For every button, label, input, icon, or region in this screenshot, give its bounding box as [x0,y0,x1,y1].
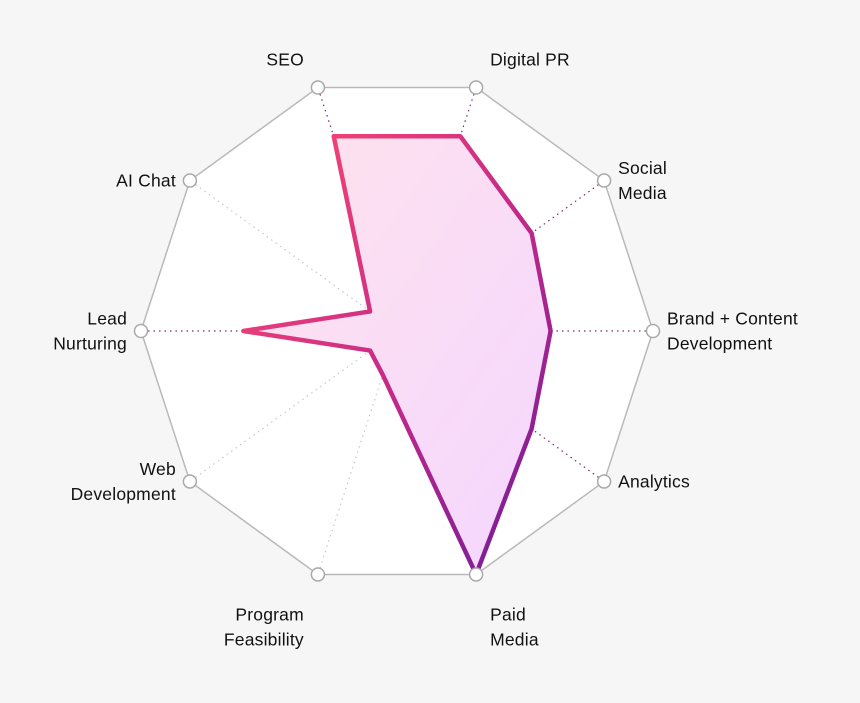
axis-labels: Brand + Content Development Analytics Paid M… [53,50,798,650]
vertex-dot-analytics [596,474,612,489]
axis-label-analytics: Analytics [618,471,690,491]
vertex-dots [133,80,661,582]
axis-label-line: Nurturing [53,334,127,354]
vertex-dot-ai-chat [182,173,198,188]
axis-label-brand-content-development: Brand + Content Development [667,309,798,354]
axis-label-ai-chat: AI Chat [116,171,176,191]
axis-label-line: Feasibility [224,629,304,649]
axis-label-line: Development [71,484,176,504]
axis-label-line: Web [140,459,176,479]
axis-label-social-media: Social Media [618,158,667,203]
vertex-dot-seo [310,80,326,95]
vertex-dot-web-development [182,474,198,489]
axis-label-seo: SEO [266,50,304,70]
vertex-dot-digital-pr [468,80,484,95]
axis-label-line: AI Chat [116,171,176,191]
axis-label-line: Brand + Content [667,309,798,329]
vertex-dot-program-feasibility [310,567,326,582]
axis-label-line: Media [618,183,667,203]
axis-label-web-development: Web Development [71,459,176,504]
axis-label-line: Social [618,158,667,178]
axis-label-line: Analytics [618,471,690,491]
axis-label-line: Program [235,604,304,624]
axis-label-paid-media: Paid Media [490,604,539,649]
axis-label-line: Development [667,334,772,354]
spoke-web-development [189,330,398,482]
vertex-dot-paid-media [468,567,484,582]
spoke-program-feasibility [317,330,398,575]
vertex-dot-lead-nurturing [133,323,149,339]
axis-label-line: Media [490,629,539,649]
vertex-dot-social-media [596,173,612,188]
spoke-ai-chat [189,180,398,332]
axis-label-digital-pr: Digital PR [490,50,570,70]
axis-label-line: Digital PR [490,50,570,70]
vertex-dot-brand-content-development [645,323,661,339]
series-area [241,133,553,577]
axis-label-line: Paid [490,604,526,624]
axis-label-line: Lead [87,309,127,329]
axis-label-lead-nurturing: Lead Nurturing [53,309,127,354]
axis-label-line: SEO [266,50,304,70]
axis-label-program-feasibility: Program Feasibility [224,604,304,649]
